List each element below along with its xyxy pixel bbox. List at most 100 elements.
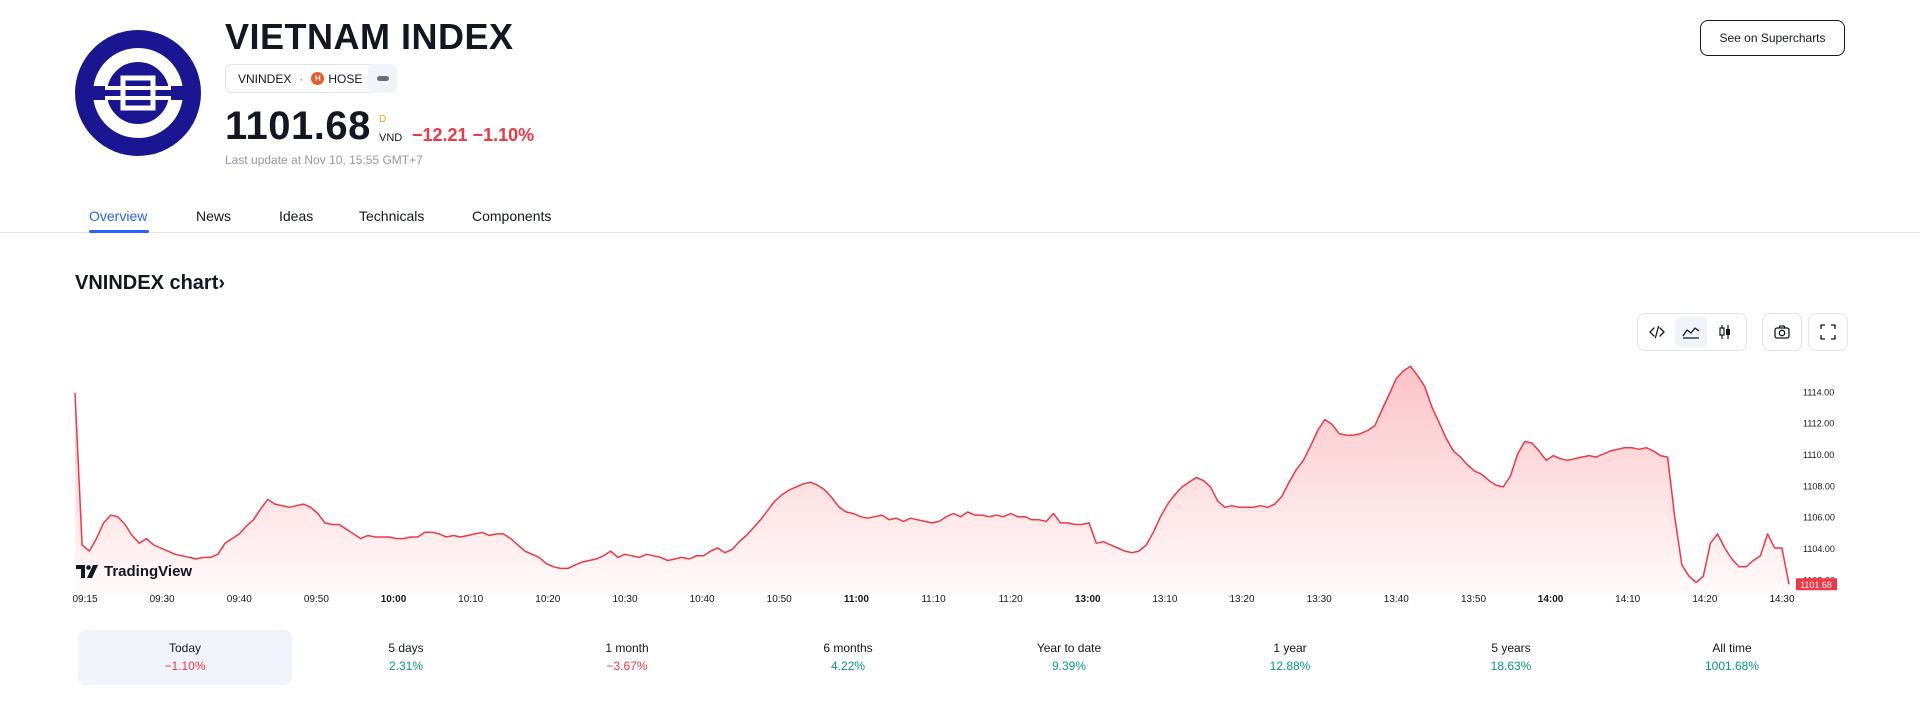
last-price-tag-label: 1101.68 [1800, 580, 1832, 590]
candles-button[interactable] [1709, 317, 1741, 347]
see-on-supercharts-button[interactable]: See on Supercharts [1700, 20, 1845, 56]
x-tick-label: 13:30 [1307, 594, 1332, 605]
chevron-right-icon: › [218, 272, 226, 294]
chart-section-title[interactable]: VNINDEX chart› [75, 272, 225, 295]
more-icon [376, 76, 389, 81]
x-tick-label: 09:40 [227, 594, 252, 605]
tradingview-logo-icon [76, 565, 98, 578]
period-value: 1001.68% [1704, 659, 1760, 673]
y-tick-label: 1114.00 [1803, 387, 1834, 397]
tab-ideas[interactable]: Ideas [279, 208, 314, 224]
period-performance-row: Today −1.10% 5 days 2.31% 1 month −3.67%… [78, 630, 1848, 685]
x-tick-label: 14:00 [1538, 594, 1564, 605]
fullscreen-toolbar [1808, 313, 1848, 351]
chart-price-line [74, 365, 1790, 585]
period-year-to-date[interactable]: Year to date 9.39% [962, 630, 1176, 685]
x-tick-label: 11:10 [921, 594, 946, 605]
x-tick-label: 13:40 [1384, 594, 1409, 605]
period-label: 6 months [823, 641, 873, 655]
price-chart[interactable]: 09:15 09:30 09:40 09:50 10:00 10:10 10:20 10:30… [0, 360, 1920, 610]
period-label: 1 month [605, 641, 649, 655]
period-6-months[interactable]: 6 months 4.22% [741, 630, 955, 685]
x-tick-label: 14:30 [1769, 594, 1794, 605]
period-label: 1 year [1273, 641, 1307, 655]
area-chart-button[interactable] [1675, 317, 1707, 347]
x-tick-label: 09:15 [72, 594, 97, 605]
period-label: All time [1712, 641, 1752, 655]
period-value: 9.39% [1051, 659, 1087, 673]
tradingview-brand-label: TradingView [104, 563, 193, 580]
embed-code-icon [1649, 325, 1665, 339]
period-all-time[interactable]: All time 1001.68% [1625, 630, 1839, 685]
period-label: 5 days [388, 641, 424, 655]
x-tick-label: 13:10 [1152, 594, 1177, 605]
period-value: 2.31% [388, 659, 424, 673]
x-tick-label: 10:30 [612, 594, 637, 605]
last-price-tag [1796, 578, 1837, 591]
fullscreen-icon [1820, 324, 1836, 340]
vnindex-logo-icon [89, 48, 187, 138]
fullscreen-button[interactable] [1812, 317, 1844, 347]
y-tick-label: 1110.00 [1803, 450, 1834, 460]
hose-icon: H [311, 72, 325, 85]
period-label: Today [168, 641, 202, 655]
period-1-month[interactable]: 1 month −3.67% [520, 630, 734, 685]
x-tick-label: 13:20 [1229, 594, 1254, 605]
period-label: Year to date [1036, 641, 1102, 655]
period-value: 18.63% [1490, 659, 1532, 673]
y-tick-label: 1104.00 [1803, 544, 1835, 554]
x-tick-label: 13:50 [1461, 594, 1486, 605]
period-5-days[interactable]: 5 days 2.31% [299, 630, 513, 685]
current-price: 1101.68 [225, 104, 371, 148]
period-value: 4.22% [830, 659, 866, 673]
period-5-years[interactable]: 5 years 18.63% [1404, 630, 1618, 685]
period-value: 12.88% [1269, 659, 1311, 673]
separator-dot: · [299, 71, 304, 86]
x-tick-label: 11:20 [998, 594, 1023, 605]
x-tick-label: 09:30 [150, 594, 175, 605]
last-update: Last update at Nov 10, 15:55 GMT+7 [225, 153, 423, 167]
tab-components[interactable]: Components [472, 208, 552, 224]
x-tick-label: 14:20 [1692, 594, 1717, 605]
currency-label: VND [379, 132, 403, 144]
snapshot-button[interactable] [1766, 317, 1798, 347]
price-change: −12.21 −1.10% [412, 125, 535, 145]
x-tick-label: 10:10 [458, 594, 483, 605]
tab-bar: Overview News Ideas Technicals Component… [0, 202, 1920, 233]
symbol-label: VNINDEX [238, 71, 292, 86]
embed-code-button[interactable] [1641, 317, 1673, 347]
page-title: VIETNAM INDEX [225, 16, 514, 57]
symbol-exchange-pill[interactable]: VNINDEX · H HOSE [225, 64, 376, 93]
tab-news[interactable]: News [196, 208, 232, 224]
area-chart-icon [1682, 327, 1700, 339]
chart-area-fill [75, 366, 1789, 595]
vnindex-logo [75, 30, 201, 156]
candles-icon [1719, 325, 1730, 339]
exchange-label: HOSE [328, 71, 363, 86]
x-tick-label: 09:50 [304, 594, 329, 605]
period-today[interactable]: Today −1.10% [78, 630, 292, 685]
x-tick-label: 10:20 [535, 594, 560, 605]
x-tick-label: 10:40 [690, 594, 715, 605]
snapshot-toolbar [1762, 313, 1802, 351]
x-tick-label: 14:10 [1615, 594, 1640, 605]
tradingview-brand[interactable]: TradingView [76, 563, 192, 580]
x-tick-label: 13:00 [1075, 594, 1101, 605]
x-tick-label: 10:50 [767, 594, 792, 605]
tab-active-indicator [89, 230, 149, 233]
chart-type-toolbar [1637, 313, 1747, 351]
tab-technicals[interactable]: Technicals [359, 208, 425, 224]
tab-overview[interactable]: Overview [89, 208, 148, 224]
y-tick-label: 1108.00 [1803, 481, 1835, 491]
camera-icon [1774, 325, 1790, 339]
x-tick-label: 10:00 [381, 594, 407, 605]
price-marker: D [379, 114, 387, 125]
y-tick-label: 1112.00 [1803, 419, 1834, 429]
period-1-year[interactable]: 1 year 12.88% [1183, 630, 1397, 685]
more-options-button[interactable] [368, 64, 397, 93]
chart-title[interactable]: VNINDEX chart [75, 272, 219, 294]
period-value: −1.10% [164, 659, 206, 673]
x-tick-label: 11:00 [844, 594, 869, 605]
period-value: −3.67% [606, 659, 648, 673]
y-tick-label: 1106.00 [1803, 513, 1835, 523]
